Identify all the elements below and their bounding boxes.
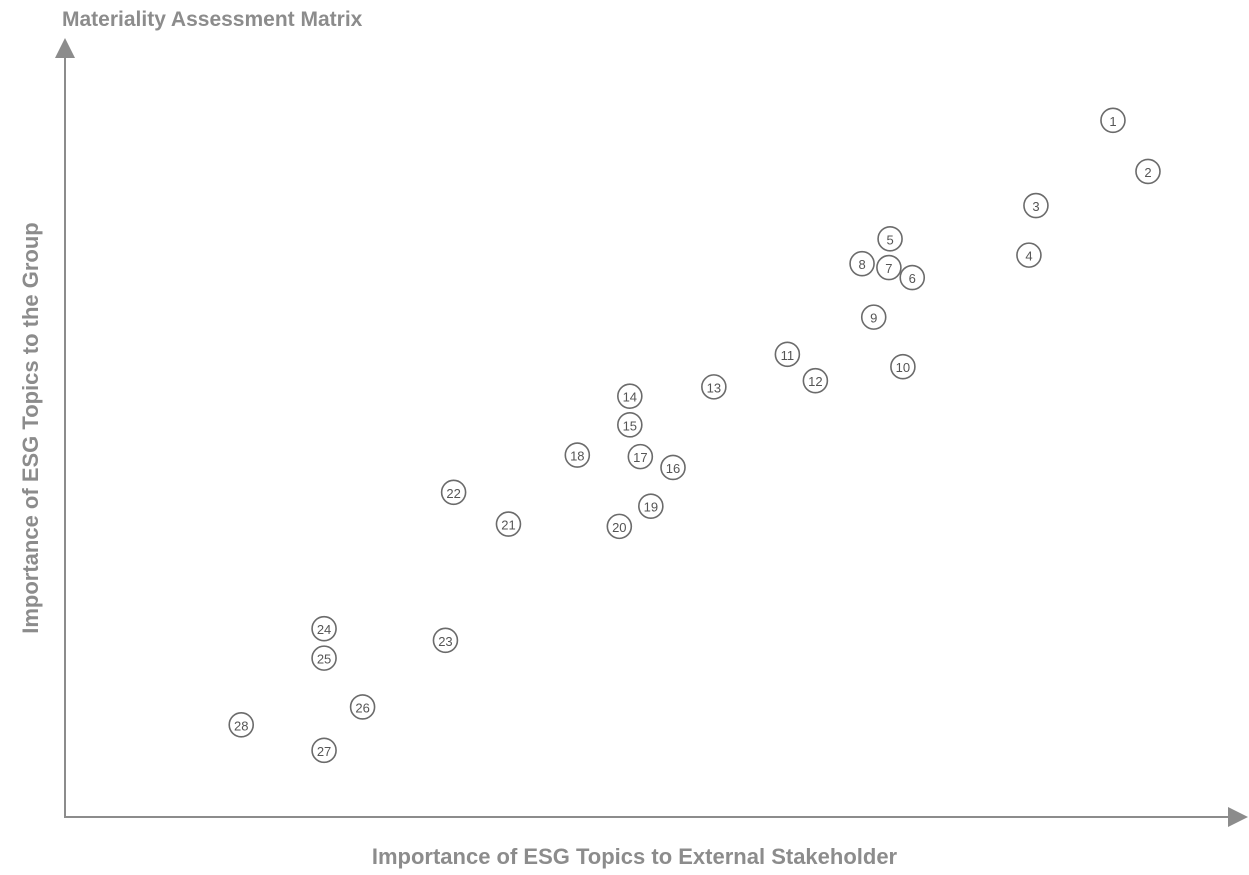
data-point: 3 [1023, 192, 1049, 219]
data-point-marker [876, 254, 902, 281]
data-point: 11 [774, 341, 801, 368]
data-point-label: 13 [707, 380, 721, 395]
data-point-label: 11 [781, 348, 795, 363]
data-point-marker [617, 383, 643, 409]
data-point-label: 27 [317, 744, 331, 759]
data-point: 4 [1016, 242, 1042, 268]
data-point-label: 22 [446, 486, 460, 501]
data-point-marker [311, 645, 337, 671]
data-point: 22 [440, 479, 467, 506]
data-point-label: 10 [896, 360, 910, 375]
x-axis-arrow [1228, 807, 1248, 827]
data-point: 12 [802, 367, 829, 394]
data-point-label: 1 [1109, 114, 1116, 129]
data-point-marker [495, 511, 522, 537]
data-point-label: 12 [808, 374, 822, 389]
data-point: 14 [617, 383, 643, 409]
data-point-marker [617, 412, 643, 438]
data-point-label: 15 [623, 418, 637, 433]
data-point-marker [638, 493, 664, 520]
data-point-marker [440, 479, 467, 506]
y-axis-label: Importance of ESG Topics to the Group [18, 222, 43, 634]
data-point: 13 [701, 374, 727, 400]
data-point-marker [311, 615, 337, 642]
data-point-marker [1135, 158, 1161, 185]
data-point: 20 [606, 513, 633, 540]
data-point-marker [890, 353, 916, 380]
data-point-label: 7 [885, 261, 892, 276]
data-point-marker [349, 694, 376, 720]
data-point-label: 6 [909, 271, 916, 286]
data-point-marker [802, 367, 829, 394]
data-point: 10 [890, 353, 916, 380]
data-point-label: 4 [1025, 249, 1032, 264]
data-point-label: 19 [644, 500, 658, 515]
data-point-marker [1016, 242, 1042, 268]
data-point-marker [1100, 107, 1126, 134]
data-point-label: 26 [355, 700, 369, 715]
data-point-marker [849, 250, 875, 277]
data-point: 5 [877, 226, 903, 252]
data-point-label: 23 [438, 634, 452, 649]
data-point-marker [899, 264, 926, 291]
data-point: 17 [627, 443, 654, 470]
data-point: 16 [660, 454, 686, 481]
data-point-label: 18 [570, 449, 584, 464]
data-point-label: 8 [858, 257, 865, 272]
data-point: 8 [849, 250, 875, 277]
data-point: 18 [564, 442, 591, 468]
data-point: 24 [311, 615, 337, 642]
data-point: 27 [311, 737, 337, 764]
data-point-label: 25 [317, 652, 331, 667]
data-point: 28 [228, 711, 255, 738]
data-point: 15 [617, 412, 643, 438]
data-point-label: 21 [501, 518, 515, 533]
data-point-label: 28 [234, 718, 248, 733]
data-point-label: 20 [612, 520, 626, 535]
data-point-label: 5 [886, 232, 893, 247]
data-point: 7 [876, 254, 902, 281]
data-point-marker [1023, 192, 1049, 219]
y-axis-arrow [55, 38, 75, 58]
data-point-marker [311, 737, 337, 764]
data-point-marker [627, 443, 654, 470]
data-point-marker [877, 226, 903, 252]
data-point-label: 3 [1032, 199, 1039, 214]
data-point-marker [432, 627, 459, 654]
data-point-marker [860, 304, 887, 330]
data-point-label: 17 [633, 450, 647, 465]
data-point-label: 24 [317, 622, 331, 637]
data-point: 2 [1135, 158, 1161, 185]
data-point-label: 2 [1144, 165, 1151, 180]
data-point-marker [228, 711, 255, 738]
data-point: 1 [1100, 107, 1126, 134]
data-point: 23 [432, 627, 459, 654]
data-point-label: 16 [666, 461, 680, 476]
data-point: 26 [349, 694, 376, 720]
chart-title: Materiality Assessment Matrix [62, 8, 363, 31]
data-point-marker [606, 513, 633, 540]
x-axis-label: Importance of ESG Topics to External Sta… [371, 844, 898, 869]
data-point-marker [564, 442, 591, 468]
data-point-label: 14 [623, 390, 637, 405]
data-point: 19 [638, 493, 664, 520]
data-points: 1234567891011121314151617181920212223242… [228, 107, 1161, 764]
data-point: 25 [311, 645, 337, 671]
data-point-marker [701, 374, 727, 400]
data-point: 9 [860, 304, 887, 330]
data-point: 21 [495, 511, 522, 537]
data-point: 6 [899, 264, 926, 291]
data-point-label: 9 [870, 311, 877, 326]
data-point-marker [774, 341, 801, 368]
data-point-marker [660, 454, 686, 481]
